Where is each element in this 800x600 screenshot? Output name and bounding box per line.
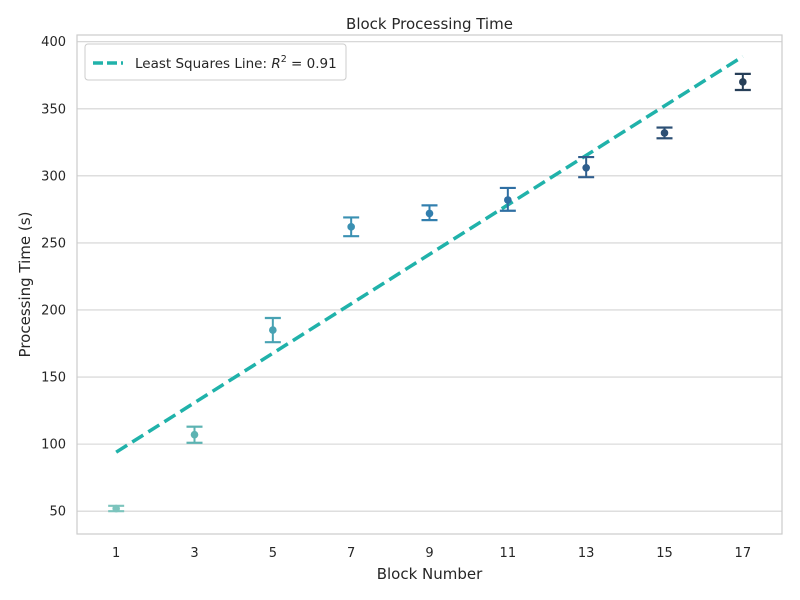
grid-lines [77, 42, 782, 511]
data-point [426, 210, 434, 218]
data-point [269, 326, 277, 334]
y-tick-label: 100 [41, 438, 66, 453]
y-tick-label: 400 [41, 35, 66, 50]
y-tick-label: 350 [41, 102, 66, 117]
plot-frame [77, 35, 782, 534]
x-tick-label: 3 [190, 546, 198, 561]
data-point [582, 164, 590, 172]
y-tick-label: 150 [41, 371, 66, 386]
x-tick-label: 1 [112, 546, 120, 561]
x-tick-label: 9 [425, 546, 433, 561]
least-squares-fit-line [116, 56, 743, 452]
x-tick-label: 7 [347, 546, 355, 561]
y-axis-label: Processing Time (s) [16, 212, 34, 358]
y-tick-labels: 50 100 150 200 250 300 350 400 [41, 35, 66, 519]
data-point [739, 78, 747, 86]
data-point [112, 505, 120, 513]
data-point [347, 223, 355, 231]
legend: Least Squares Line: R2 = 0.91 [85, 44, 346, 80]
x-tick-label: 13 [578, 546, 595, 561]
y-tick-label: 250 [41, 236, 66, 251]
data-points-layer [108, 74, 751, 512]
data-point [504, 196, 512, 204]
legend-label: Least Squares Line: R2 = 0.91 [135, 54, 337, 72]
fit-line-layer [116, 56, 743, 452]
x-tick-labels: 1 3 5 7 9 11 13 15 17 [112, 546, 751, 561]
x-axis-label: Block Number [377, 565, 483, 583]
x-tick-label: 17 [735, 546, 752, 561]
x-tick-label: 11 [500, 546, 517, 561]
data-point [661, 129, 669, 137]
data-point [191, 431, 199, 439]
y-tick-label: 50 [49, 505, 66, 520]
y-tick-label: 200 [41, 303, 66, 318]
x-tick-label: 15 [656, 546, 673, 561]
y-tick-label: 300 [41, 169, 66, 184]
chart-title: Block Processing Time [346, 15, 513, 33]
x-tick-label: 5 [269, 546, 277, 561]
